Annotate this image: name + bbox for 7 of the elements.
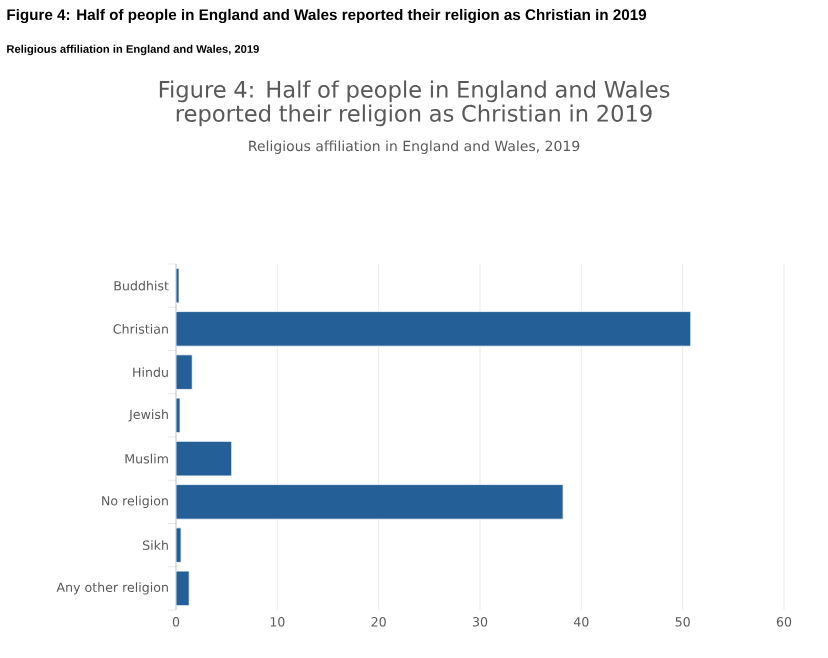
chart-title: Figure 4: Half of people in England and Wales reported their religion as Christian in 2019 [159, 80, 670, 127]
bar [176, 440, 233, 477]
bar [176, 484, 564, 520]
bar [176, 527, 182, 563]
bar [176, 570, 190, 607]
bar [176, 354, 193, 390]
bar [176, 311, 692, 347]
